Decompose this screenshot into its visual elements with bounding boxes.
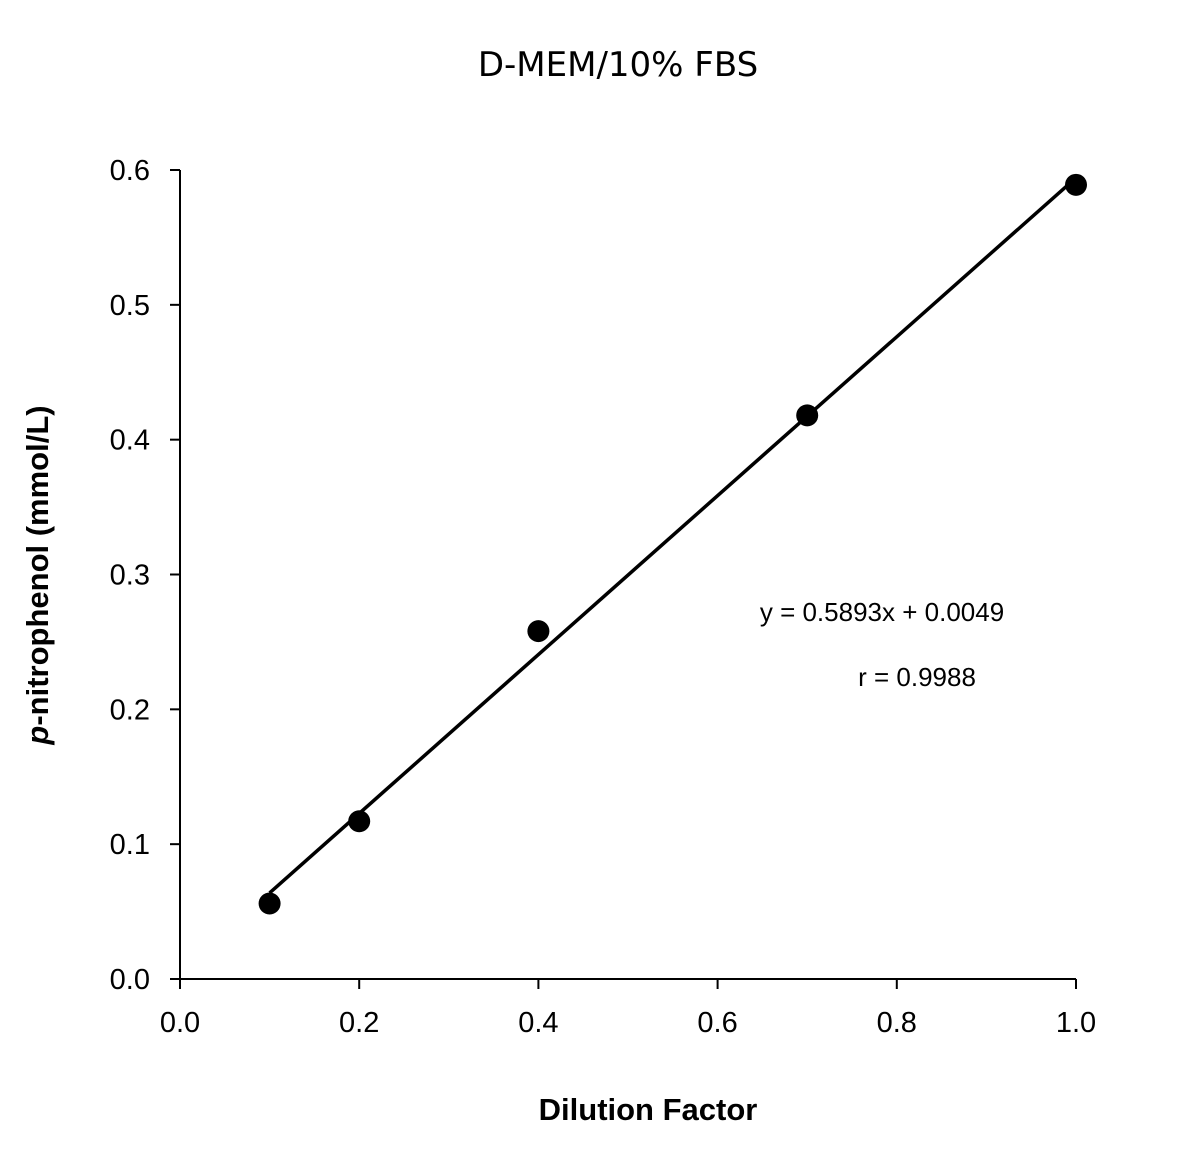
y-tick-label: 0.3: [110, 560, 150, 592]
y-tick-label: 0.4: [110, 425, 150, 457]
marks: [258, 173, 1087, 915]
x-tick-label: 0.2: [339, 1007, 379, 1039]
y-tick-label: 0.5: [110, 290, 150, 322]
data-point: [348, 810, 371, 833]
x-tick-label: 0.4: [518, 1007, 558, 1039]
y-tick-label: 0.1: [110, 829, 150, 861]
x-tick-label: 0.8: [877, 1007, 917, 1039]
y-tick-label: 0.2: [110, 694, 150, 726]
y-axis-label-rest: -nitrophenol (mmol/L): [20, 405, 55, 725]
trend-line: [268, 176, 1078, 895]
x-tick-label: 0.0: [160, 1007, 200, 1039]
x-tick-label: 0.6: [697, 1007, 737, 1039]
y-axis-label: p-nitrophenol (mmol/L): [20, 405, 55, 745]
x-tick-label: 1.0: [1056, 1007, 1096, 1039]
x-axis-label: Dilution Factor: [539, 1092, 758, 1127]
data-point: [258, 892, 281, 915]
axes: 0.0 0.2 0.4 0.6 0.8 1.0 0.0 0.1 0.2 0.3 0.4 0.5 0.6: [110, 155, 1096, 1039]
y-tick-label: 0.6: [110, 155, 150, 187]
y-axis-label-italic: p: [20, 726, 55, 746]
data-point: [796, 404, 819, 427]
chart-title: D-MEM/10% FBS: [478, 45, 758, 85]
data-point: [527, 620, 550, 643]
data-point: [1065, 173, 1087, 196]
r-annotation: r = 0.9988: [858, 662, 976, 692]
y-tick-label: 0.0: [110, 964, 150, 996]
equation-annotation: y = 0.5893x + 0.0049: [760, 597, 1004, 627]
